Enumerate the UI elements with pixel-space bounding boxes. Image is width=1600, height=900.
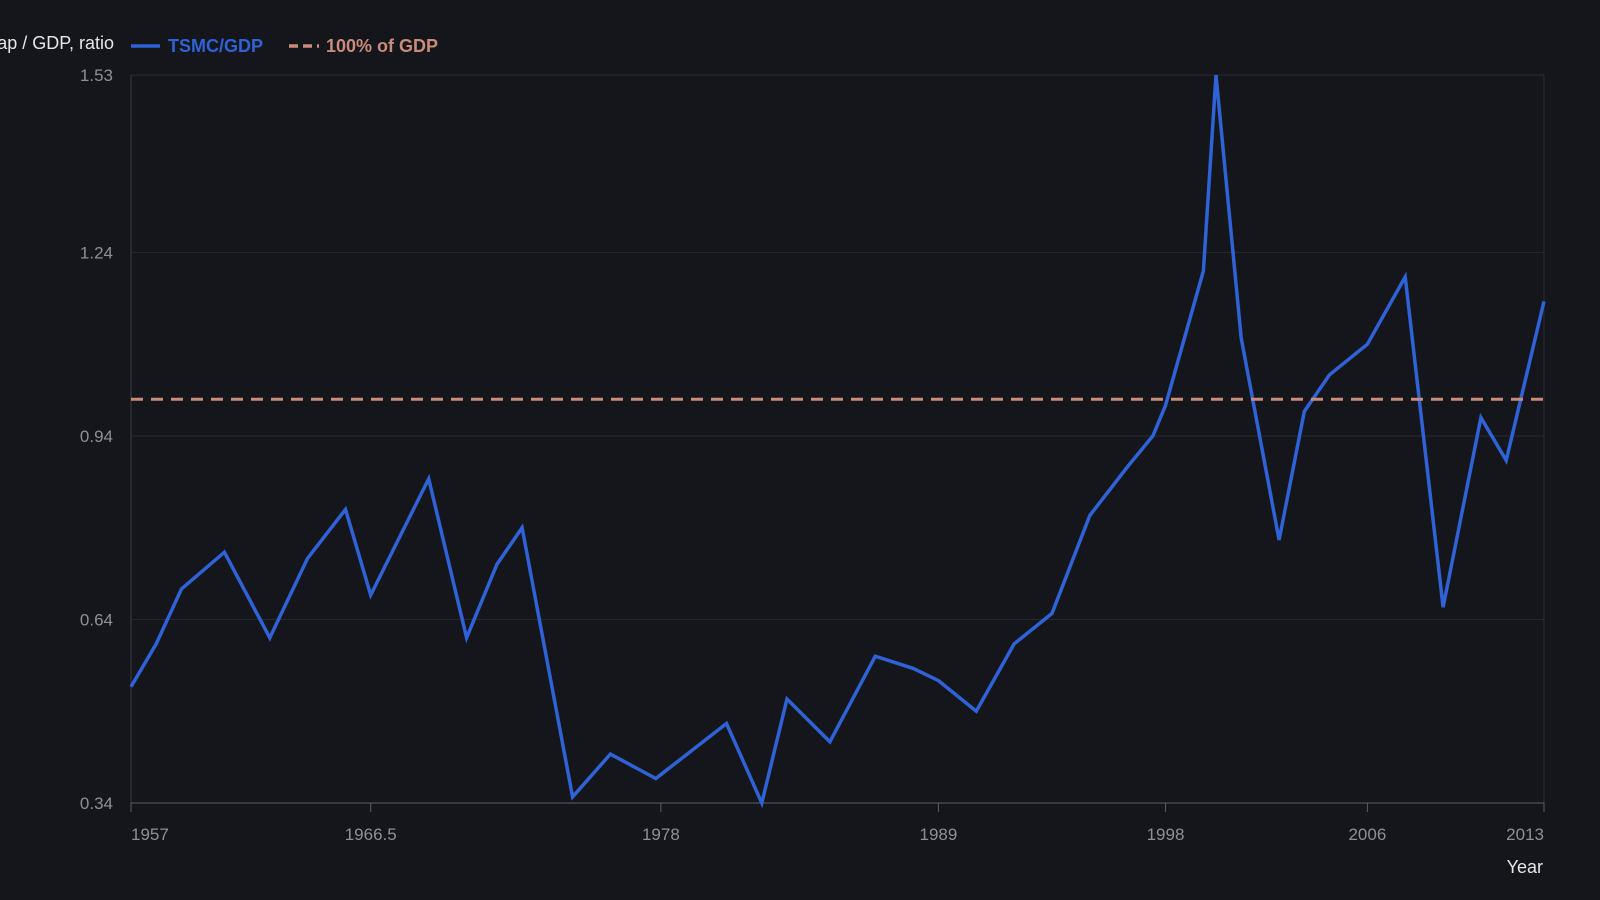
x-tick-label: 2006	[1348, 825, 1386, 844]
y-tick-label: 1.24	[80, 243, 113, 262]
x-tick-label: 2013	[1506, 825, 1544, 844]
y-axis-title: Market cap / GDP, ratio	[0, 33, 114, 53]
legend: Market cap / GDP, ratio TSMC/GDP 100% of …	[0, 33, 438, 56]
legend-label: TSMC/GDP	[168, 36, 263, 56]
legend-label: 100% of GDP	[326, 36, 438, 56]
x-tick-label: 1957	[131, 825, 169, 844]
grid-lines	[131, 74, 1544, 620]
y-tick-label: 0.64	[80, 610, 113, 629]
y-tick-label: 0.94	[80, 427, 113, 446]
axes: 0.34 0.64 0.94 1.24 1.53 1957 1966.5 1978 1989 19…	[80, 66, 1545, 844]
x-tick-label: 1966.5	[345, 825, 397, 844]
series	[129, 74, 1546, 809]
x-tick-label: 1978	[642, 825, 680, 844]
x-axis-title: Year	[1507, 857, 1543, 877]
x-tick-label: 1998	[1147, 825, 1185, 844]
y-tick-label: 1.53	[80, 66, 113, 85]
y-tick-label: 0.34	[80, 794, 113, 813]
x-tick-label: 1989	[920, 825, 958, 844]
plot-area	[131, 75, 1544, 803]
